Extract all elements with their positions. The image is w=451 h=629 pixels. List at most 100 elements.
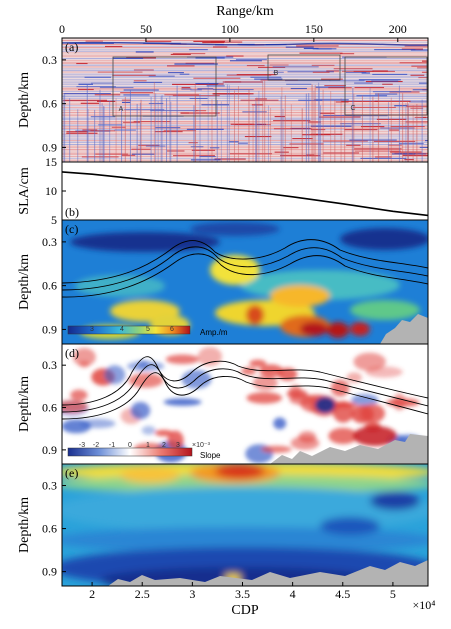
reflector-dash bbox=[412, 89, 428, 91]
reflector-band bbox=[62, 78, 428, 80]
depth-axis-title: Depth/km bbox=[17, 72, 32, 128]
reflector-dash bbox=[90, 130, 116, 132]
reflector-dash bbox=[250, 76, 282, 78]
reflector-dash bbox=[388, 144, 402, 146]
reflector-band bbox=[62, 97, 428, 99]
reflector-dash bbox=[344, 129, 378, 131]
reflector-dash bbox=[296, 45, 339, 47]
reflector-dash bbox=[179, 73, 190, 75]
reflector-dash bbox=[228, 141, 239, 143]
reflector-dash bbox=[321, 78, 343, 80]
reflector-dash bbox=[212, 46, 228, 48]
vertical-stripe bbox=[150, 97, 152, 162]
reflector-dash bbox=[410, 49, 428, 51]
reflector-band bbox=[62, 127, 428, 129]
reflector-dash bbox=[269, 64, 289, 66]
reflector-band bbox=[62, 107, 428, 109]
vertical-stripe bbox=[101, 103, 103, 162]
reflector-dash bbox=[280, 155, 321, 157]
zoom-box bbox=[344, 56, 428, 116]
panel-e bbox=[61, 463, 429, 587]
colorbar-slope: -3 -2 -1 0 1 2 3 ×10⁻³ Slope bbox=[67, 442, 221, 460]
cdp-tick-label: 4 bbox=[290, 587, 296, 601]
reflector-band bbox=[62, 61, 428, 63]
speed-blob bbox=[120, 467, 180, 483]
vertical-stripe bbox=[387, 102, 389, 162]
depth-tick-label: 0.3 bbox=[42, 235, 57, 249]
reflector-dash bbox=[167, 150, 185, 152]
slope-blob bbox=[353, 352, 386, 371]
vertical-stripe bbox=[199, 93, 201, 162]
reflector-dash bbox=[324, 85, 346, 87]
colorbar-exponent: ×10⁻³ bbox=[192, 442, 211, 449]
vertical-stripe bbox=[378, 94, 380, 162]
reflector-band bbox=[62, 117, 428, 119]
reflector-dash bbox=[419, 146, 428, 148]
vertical-stripe bbox=[216, 100, 218, 162]
reflector-band bbox=[62, 112, 428, 114]
reflector-band bbox=[62, 68, 428, 70]
reflector-band bbox=[62, 138, 428, 140]
reflector-dash bbox=[273, 128, 312, 130]
vertical-stripe bbox=[157, 100, 159, 162]
colorbar-tick-label: 3 bbox=[176, 442, 180, 449]
colorbar-tick-label: 5 bbox=[146, 326, 150, 333]
reflector-band bbox=[62, 121, 428, 123]
reflector-dash bbox=[190, 159, 221, 161]
vertical-stripe bbox=[270, 107, 272, 162]
reflector-dash bbox=[421, 60, 428, 62]
reflector-dash bbox=[188, 142, 198, 144]
reflector-band bbox=[62, 148, 428, 150]
reflector-band bbox=[62, 103, 428, 105]
reflector-dash bbox=[197, 88, 214, 90]
reflector-dash bbox=[210, 41, 243, 43]
reflector-dash bbox=[298, 99, 323, 101]
depth-tick-label: 0.3 bbox=[42, 479, 57, 493]
reflector-band bbox=[62, 48, 428, 50]
reflector-dash bbox=[340, 53, 355, 55]
slope-blob bbox=[351, 394, 379, 406]
reflector-band bbox=[62, 140, 428, 141]
reflector-dash bbox=[112, 57, 144, 59]
reflector-dash bbox=[82, 129, 98, 131]
reflector-band bbox=[62, 129, 428, 131]
vertical-stripe bbox=[353, 93, 355, 162]
cdp-tick-label: 5 bbox=[390, 587, 396, 601]
contour-line bbox=[62, 364, 428, 413]
reflector-dash bbox=[402, 154, 428, 156]
vertical-stripe bbox=[262, 81, 264, 162]
contours-d bbox=[62, 356, 428, 420]
panel-a: A B C bbox=[61, 37, 429, 163]
vertical-stripe bbox=[63, 95, 65, 162]
cdp-tick-label: 4.5 bbox=[335, 587, 350, 601]
reflector-dash bbox=[333, 68, 373, 70]
reflector-dash bbox=[189, 97, 208, 100]
reflector-dash bbox=[195, 57, 225, 59]
reflector-dash bbox=[389, 129, 399, 131]
reflector-dash bbox=[167, 65, 195, 67]
vertical-stripe bbox=[124, 96, 126, 162]
slope-blob bbox=[273, 417, 287, 430]
reflector-dash bbox=[398, 143, 424, 145]
reflector-dash bbox=[318, 116, 361, 118]
panel-c: 3 4 5 6 Amp./m bbox=[61, 219, 429, 345]
vertical-stripe bbox=[314, 85, 316, 162]
vertical-stripe bbox=[233, 90, 235, 162]
colorbar-tick-label: 2 bbox=[162, 442, 166, 449]
vertical-stripe bbox=[416, 103, 418, 162]
colorbar-tick-label: 3 bbox=[90, 326, 94, 333]
amplitude-field bbox=[70, 222, 428, 339]
reflector-dash bbox=[201, 104, 230, 106]
panel-d: -3 -2 -1 0 1 2 3 ×10⁻³ Slope bbox=[61, 343, 429, 465]
slope-blob bbox=[197, 346, 223, 367]
slope-blob bbox=[163, 398, 202, 406]
reflector-dash bbox=[84, 76, 111, 78]
reflector-dash bbox=[361, 72, 371, 74]
reflector-dash bbox=[310, 133, 343, 135]
reflector-band bbox=[62, 150, 428, 152]
zoom-box bbox=[267, 54, 341, 81]
vertical-stripe bbox=[248, 89, 250, 162]
reflector-band bbox=[62, 41, 428, 43]
reflector-dash bbox=[146, 40, 172, 43]
reflector-band bbox=[62, 86, 428, 88]
